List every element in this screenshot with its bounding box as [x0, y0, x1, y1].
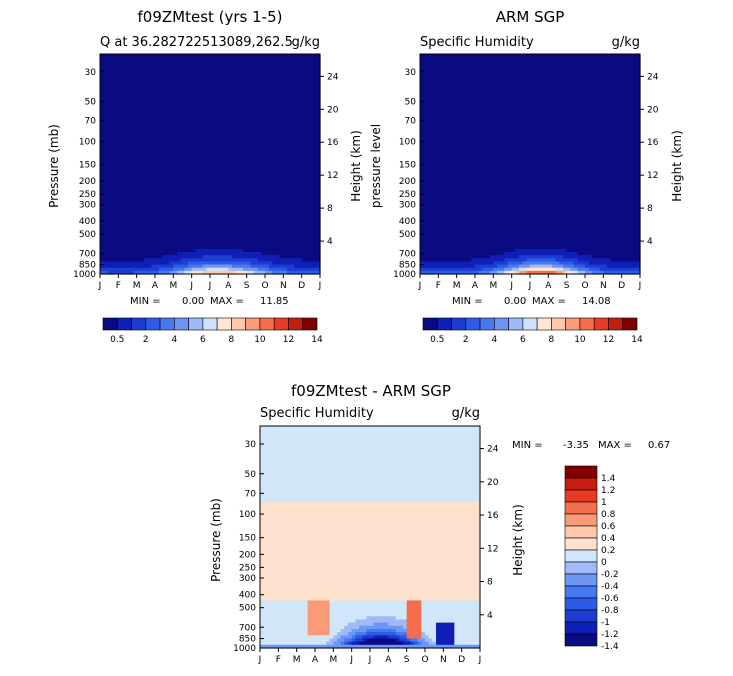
panel-units: g/kg: [612, 35, 640, 50]
y-tick-label: 50: [85, 97, 97, 107]
colorbar-swatch: [174, 318, 188, 330]
x-tick-label: N: [280, 281, 287, 291]
y-tick-label: 150: [79, 161, 96, 171]
colorbar-label: 6: [200, 335, 206, 345]
colorbar-swatch: [231, 318, 245, 330]
y-tick-label: 200: [79, 177, 96, 187]
panel-model-q: f09ZMtest (yrs 1-5) Q at 36.282722513089…: [47, 8, 363, 345]
x-tick-label: A: [152, 281, 159, 291]
colorbar-label: 2: [143, 335, 149, 345]
x-tick-label: F: [116, 281, 121, 291]
plot-area: 3050701001502002503004005007008501000242…: [393, 54, 659, 291]
x-tick-label: J: [189, 281, 193, 291]
colorbar-swatch: [189, 318, 203, 330]
colorbar-swatch: [303, 318, 317, 330]
panel-units: g/kg: [292, 35, 320, 50]
right-tick-label: 16: [327, 138, 339, 148]
colorbar-swatch: [274, 318, 288, 330]
right-tick-label: 24: [327, 72, 339, 82]
plot-area: 3050701001502002503004005007008501000242…: [73, 54, 339, 291]
y-axis-label: pressure level: [369, 124, 383, 208]
x-tick-label: J: [98, 281, 102, 291]
right-tick-label: 8: [327, 204, 333, 214]
min-label: MIN =: [130, 296, 161, 307]
colorbar-swatch: [203, 318, 217, 330]
y-tick-label: 300: [79, 201, 96, 211]
x-tick-label: M: [169, 281, 177, 291]
panel-left-label: Q at 36.282722513089,262.5: [100, 35, 293, 50]
x-tick-label: S: [244, 281, 250, 291]
x-tick-label: A: [225, 281, 232, 291]
x-tick-label: O: [261, 281, 268, 291]
contour-field: [100, 54, 321, 275]
y-axis-label: Pressure (mb): [47, 124, 61, 208]
right-tick-label: 4: [327, 237, 333, 247]
panel-left-label: Specific Humidity: [420, 35, 534, 50]
colorbar-label: 8: [229, 335, 235, 345]
right-axis-label: Height (km): [670, 130, 684, 201]
panel-title: f09ZMtest (yrs 1-5): [138, 8, 283, 26]
colorbar-swatch: [132, 318, 146, 330]
right-tick-label: 20: [327, 105, 339, 115]
colorbar-swatch: [288, 318, 302, 330]
min-value: 0.00: [182, 296, 204, 307]
colorbar-label: 4: [171, 335, 177, 345]
x-tick-label: J: [318, 281, 322, 291]
contour-field: [420, 54, 641, 275]
colorbar-label: 14: [311, 335, 323, 345]
y-tick-label: 250: [79, 190, 96, 200]
colorbar-swatch: [146, 318, 160, 330]
colorbar-swatch: [217, 318, 231, 330]
x-tick-label: D: [298, 281, 305, 291]
right-tick-label: 12: [327, 171, 338, 181]
y-tick-label: 1000: [73, 270, 96, 280]
colorbar-swatch: [117, 318, 131, 330]
colorbar-swatch: [103, 318, 117, 330]
x-tick-label: M: [133, 281, 141, 291]
y-tick-label: 70: [85, 117, 97, 127]
x-tick-label: J: [208, 281, 212, 291]
y-tick-label: 500: [79, 230, 96, 240]
y-tick-label: 30: [85, 68, 97, 78]
max-value: 11.85: [260, 296, 289, 307]
panel-title: ARM SGP: [496, 8, 565, 26]
colorbar-swatch: [160, 318, 174, 330]
colorbar-label: 0.5: [110, 335, 124, 345]
y-tick-label: 400: [79, 217, 96, 227]
right-axis-label: Height (km): [349, 130, 363, 201]
colorbar-swatch: [246, 318, 260, 330]
y-tick-label: 100: [79, 137, 96, 147]
y-tick-label: 700: [79, 249, 96, 259]
panel-arm-sgp: ARM SGP Specific Humidity g/kg pressure …: [369, 8, 684, 345]
colorbar: 0.5 2 4 6 8 10 12 14: [103, 318, 323, 345]
colorbar-label: 12: [283, 335, 294, 345]
colorbar-label: 10: [254, 335, 266, 345]
max-label: MAX =: [210, 296, 244, 307]
colorbar-swatch: [260, 318, 274, 330]
